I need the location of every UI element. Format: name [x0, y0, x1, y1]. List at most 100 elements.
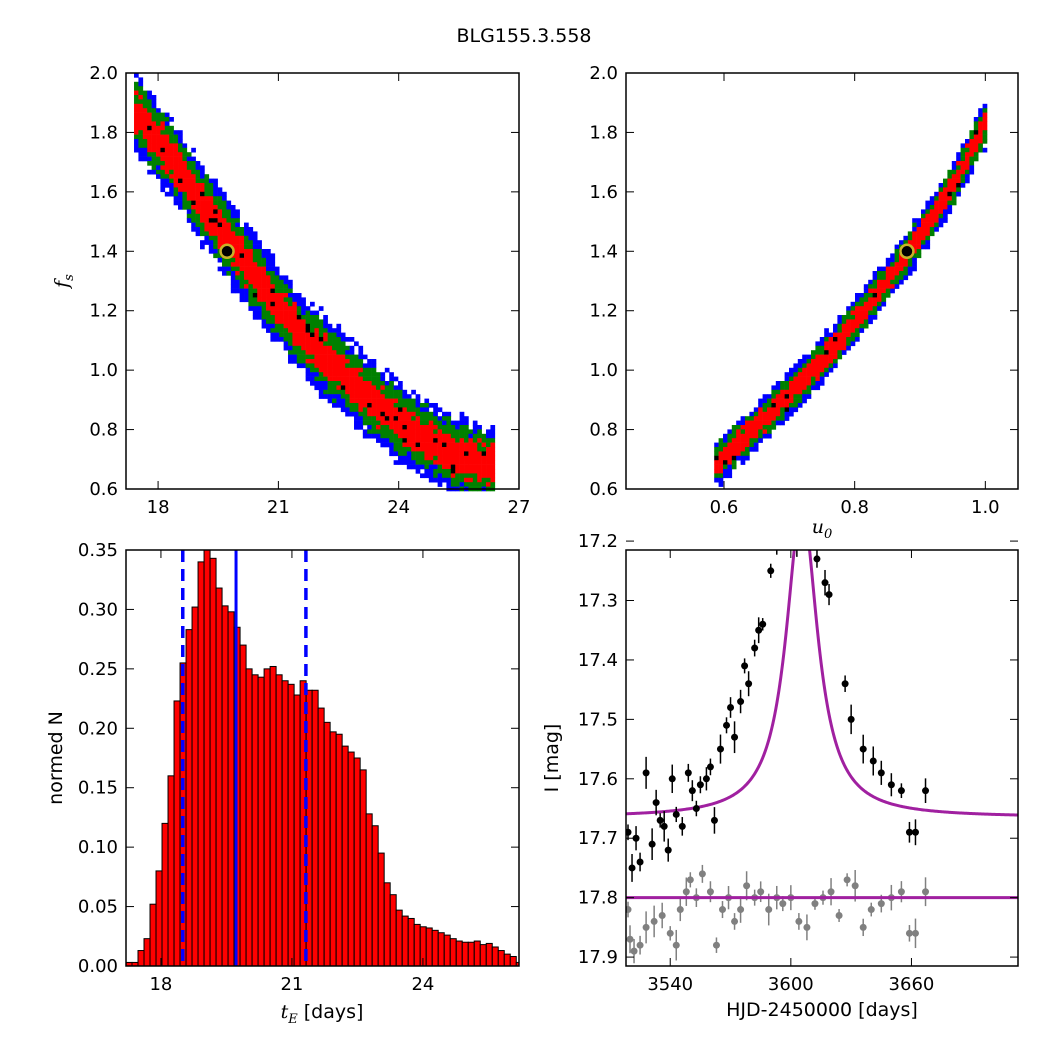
cell-1sigma — [376, 398, 381, 404]
cell-1sigma — [283, 301, 289, 307]
cell-2sigma — [142, 99, 148, 105]
y-tick-label: 1.6 — [589, 182, 618, 203]
cell-3sigma — [208, 244, 214, 250]
cell-best — [367, 403, 372, 408]
cell-1sigma — [151, 130, 157, 135]
bl-ylabel: normed N — [45, 711, 67, 805]
cell-1sigma — [890, 271, 895, 276]
cell-1sigma — [899, 257, 904, 263]
cell-1sigma — [345, 389, 350, 395]
cell-3sigma — [257, 306, 262, 311]
cell-1sigma — [828, 359, 834, 364]
histogram-bar — [173, 700, 181, 967]
cell-best — [784, 407, 790, 413]
cell-1sigma — [305, 350, 311, 355]
cell-best — [270, 301, 276, 307]
cell-1sigma — [938, 205, 944, 210]
cell-3sigma — [367, 359, 372, 364]
cell-2sigma — [213, 200, 218, 206]
cell-2sigma — [982, 134, 988, 140]
cell-1sigma — [723, 447, 728, 452]
cell-2sigma — [929, 231, 935, 237]
cell-2sigma — [420, 460, 425, 465]
cell-2sigma — [235, 231, 240, 237]
cell-2sigma — [252, 301, 258, 307]
cell-1sigma — [951, 187, 957, 193]
cell-1sigma — [204, 222, 210, 228]
cell-2sigma — [340, 394, 346, 399]
cell-1sigma — [833, 354, 838, 360]
cell-3sigma — [881, 301, 887, 307]
cell-1sigma — [367, 389, 372, 395]
cell-2sigma — [934, 222, 939, 228]
cell-best — [213, 218, 218, 223]
cell-2sigma — [894, 249, 900, 254]
cell-1sigma — [310, 345, 315, 351]
cell-2sigma — [947, 174, 953, 179]
cell-3sigma — [336, 332, 342, 338]
cell-3sigma — [318, 394, 324, 399]
cell-1sigma — [292, 328, 298, 333]
cell-3sigma — [762, 433, 768, 439]
cell-2sigma — [371, 420, 377, 426]
cell-1sigma — [204, 205, 210, 210]
cell-3sigma — [775, 385, 781, 391]
cell-2sigma — [855, 328, 860, 333]
cell-2sigma — [362, 420, 368, 426]
cell-3sigma — [151, 103, 157, 109]
cell-1sigma — [868, 301, 873, 307]
cell-3sigma — [868, 319, 873, 325]
cell-2sigma — [455, 473, 460, 479]
cell-3sigma — [824, 372, 829, 377]
cell-1sigma — [380, 403, 386, 408]
cell-1sigma — [859, 310, 865, 316]
cell-1sigma — [912, 231, 917, 237]
cell-3sigma — [164, 112, 170, 118]
cell-2sigma — [164, 125, 170, 131]
y-tick-label: 17.8 — [578, 888, 618, 909]
cell-1sigma — [195, 196, 201, 201]
cell-1sigma — [248, 249, 254, 254]
br-axes-frame — [625, 549, 1019, 967]
data-point — [859, 745, 867, 753]
cell-2sigma — [420, 411, 425, 417]
cell-3sigma — [420, 407, 425, 413]
cell-2sigma — [450, 425, 456, 430]
cell-3sigma — [894, 284, 900, 289]
cell-1sigma — [841, 328, 847, 333]
cell-1sigma — [349, 367, 355, 373]
cell-1sigma — [142, 117, 148, 122]
cell-1sigma — [802, 385, 807, 391]
data-point — [656, 816, 664, 824]
cell-1sigma — [718, 469, 724, 474]
cell-3sigma — [446, 477, 452, 483]
cell-1sigma — [151, 143, 157, 149]
cell-2sigma — [885, 293, 891, 298]
histogram-bar — [197, 561, 205, 967]
cell-1sigma — [292, 332, 298, 338]
cell-3sigma — [156, 174, 161, 179]
histogram-bar — [335, 733, 343, 967]
cell-1sigma — [384, 407, 390, 413]
cell-best — [956, 183, 961, 188]
cell-3sigma — [951, 165, 957, 171]
cell-3sigma — [134, 147, 139, 153]
cell-1sigma — [464, 442, 469, 448]
cell-1sigma — [362, 381, 368, 386]
cell-2sigma — [775, 416, 781, 421]
cell-2sigma — [204, 178, 210, 184]
cell-3sigma — [943, 218, 948, 223]
cell-2sigma — [380, 433, 386, 439]
cell-2sigma — [244, 235, 249, 241]
cell-2sigma — [978, 147, 983, 153]
cell-2sigma — [731, 425, 737, 430]
cell-1sigma — [437, 451, 443, 457]
cell-2sigma — [437, 425, 443, 430]
cell-2sigma — [371, 429, 377, 435]
bl-axes-frame — [125, 549, 520, 967]
cell-2sigma — [327, 389, 333, 395]
cell-1sigma — [380, 398, 386, 404]
cell-1sigma — [244, 284, 249, 289]
cell-2sigma — [872, 284, 878, 289]
cell-2sigma — [134, 134, 139, 140]
